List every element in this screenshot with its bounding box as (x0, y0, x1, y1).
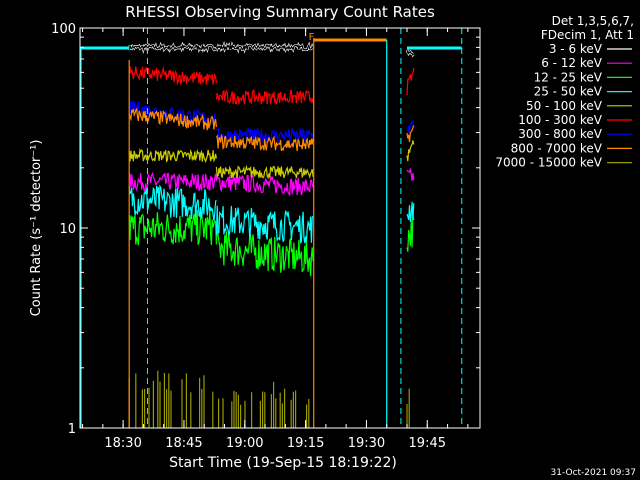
series-path (128, 168, 415, 197)
series-path (128, 43, 415, 57)
legend-title-line-2: FDecim 1, Att 1 (541, 28, 634, 42)
x-axis-label: Start Time (19-Sep-15 18:19:22) (169, 455, 397, 471)
x-tick-label: 19:15 (287, 436, 324, 451)
series-path (128, 66, 415, 105)
chart-title: RHESSI Observing Summary Count Rates (125, 3, 435, 21)
timestamp: 31-Oct-2021 09:37 (551, 468, 636, 478)
axes: 18:30 18:45 19:00 19:15 19:30 19:45 1 10 100 (51, 22, 480, 451)
series-6-12-keV-line (128, 168, 415, 197)
series-path (128, 184, 415, 244)
series-3-6-keV-line (128, 40, 415, 58)
legend-entry-label: 6 - 12 keV (541, 56, 603, 70)
x-tick-label: 18:30 (104, 436, 141, 451)
y-tick-label: 1 (68, 422, 76, 437)
legend-entry-label: 7000 - 15000 keV (495, 156, 602, 170)
legend-entry-label: 50 - 100 keV (526, 99, 603, 113)
series-25-50-keV-line (128, 184, 415, 244)
legend-entry-label: 100 - 300 keV (518, 113, 602, 127)
y-axis-label: Count Rate (s⁻¹ detector⁻¹) (29, 140, 44, 317)
x-tick-label: 19:30 (348, 436, 385, 451)
x-tick-label: 19:00 (226, 436, 263, 451)
legend-title-line-1: Det 1,3,5,6,7, (552, 14, 634, 28)
y-tick-label: 100 (51, 22, 76, 37)
y-tick-label: 10 (59, 222, 76, 237)
series-100-300-keV-line (128, 66, 415, 105)
flag-marker-f: F (309, 32, 315, 43)
series-path (128, 107, 415, 152)
series-path (128, 140, 415, 180)
legend-entry-label: 12 - 25 keV (534, 70, 603, 84)
legend-entry-label: 300 - 800 keV (518, 127, 602, 141)
legend: Det 1,3,5,6,7, FDecim 1, Att 1 3 - 6 keV… (495, 14, 634, 170)
legend-entry-label: 25 - 50 keV (534, 85, 603, 99)
plot-area: F (80, 28, 463, 428)
x-tick-label: 18:45 (165, 436, 202, 451)
x-tick-label: 19:45 (409, 436, 446, 451)
series-50-100-keV-line (128, 140, 415, 180)
legend-entry-label: 3 - 6 keV (549, 42, 603, 56)
series-800-7000-keV-line (128, 107, 415, 152)
legend-entry-label: 800 - 7000 keV (511, 141, 603, 155)
